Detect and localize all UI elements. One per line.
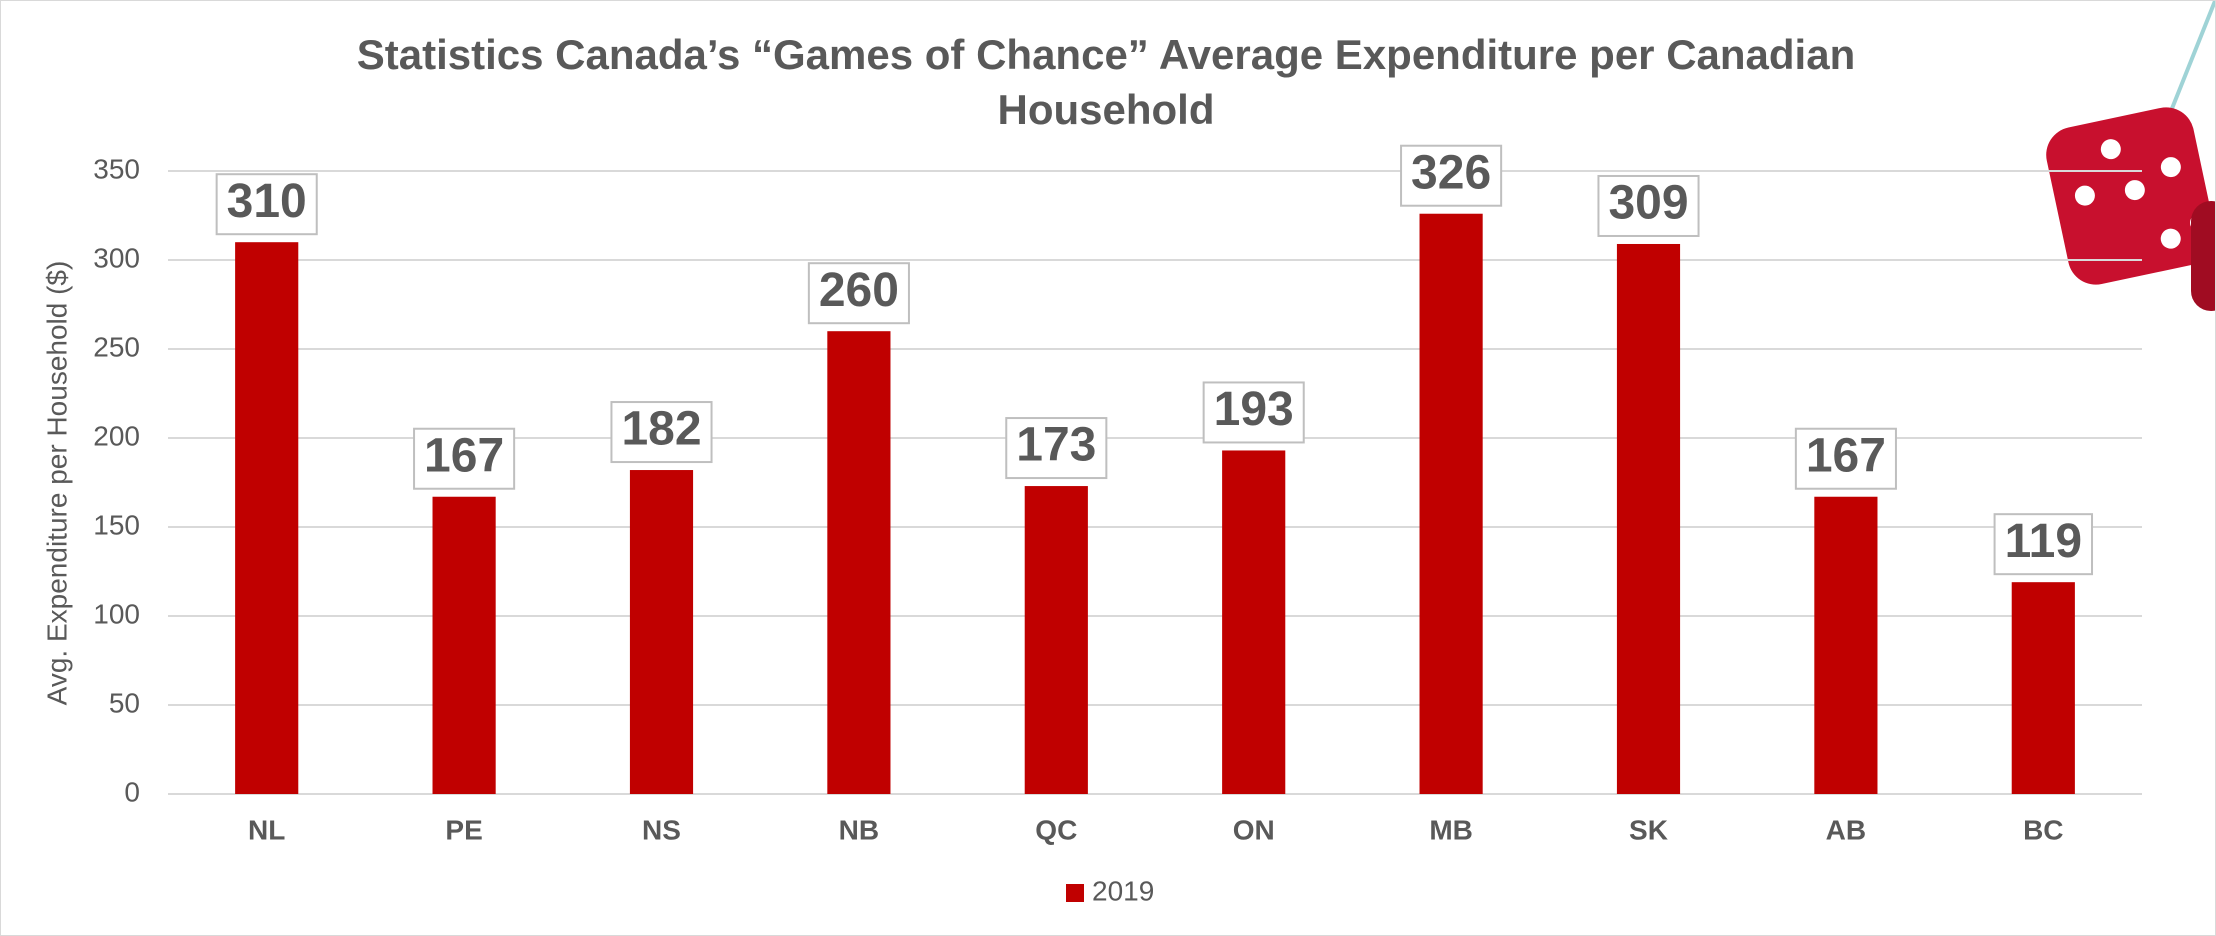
bar	[827, 331, 891, 794]
x-tick-label: NL	[248, 814, 285, 845]
dice-string	[2169, 1, 2215, 112]
x-tick-label: NS	[642, 814, 681, 845]
data-label-box	[1400, 144, 1503, 207]
data-label-box	[1597, 174, 1700, 237]
y-tick-label: 300	[93, 242, 140, 273]
chart-title: Statistics Canada’s “Games of Chance” Av…	[356, 31, 1856, 133]
bar	[235, 242, 299, 794]
data-label-box	[610, 401, 713, 464]
x-tick-label: NB	[839, 814, 879, 845]
data-label-group: 167	[1794, 427, 1897, 490]
bar	[629, 470, 694, 794]
data-label-box	[413, 427, 516, 490]
x-tick-label: MB	[1429, 814, 1473, 845]
data-label: 167	[424, 429, 504, 482]
y-tick-label: 50	[109, 687, 140, 718]
data-label: 260	[819, 264, 899, 317]
y-tick-label: 250	[93, 331, 140, 362]
data-label-group: 310	[215, 173, 318, 236]
data-label-group: 309	[1597, 174, 1700, 237]
y-tick-label: 150	[93, 509, 140, 540]
data-label: 167	[1806, 429, 1886, 482]
data-label: 173	[1016, 419, 1096, 472]
y-tick-label: 350	[93, 153, 140, 184]
data-label-group: 167	[413, 427, 516, 490]
bar	[1814, 496, 1878, 794]
bar	[432, 496, 496, 794]
die-2	[2191, 201, 2215, 311]
y-tick-label: 100	[93, 598, 140, 629]
data-label-box	[807, 262, 910, 325]
data-label-box	[215, 173, 318, 236]
y-axis-label: Avg. Expenditure per Household ($)	[41, 261, 72, 706]
die	[2046, 107, 2215, 285]
data-label-group: 173	[1005, 417, 1108, 480]
legend-label: 2019	[1092, 875, 1154, 906]
bar	[1616, 243, 1681, 795]
data-label: 310	[227, 175, 307, 228]
data-label-box	[1794, 427, 1897, 490]
x-tick-label: ON	[1233, 814, 1275, 845]
bar	[2011, 582, 2075, 794]
data-label: 193	[1214, 383, 1294, 436]
dice-decoration	[2046, 1, 2215, 311]
data-label-group: 193	[1202, 381, 1305, 444]
data-label: 182	[621, 403, 701, 456]
data-label: 309	[1608, 177, 1688, 230]
y-tick-label: 200	[93, 420, 140, 451]
bar	[1222, 450, 1286, 794]
data-label: 326	[1411, 146, 1491, 199]
data-label-box	[1202, 381, 1305, 444]
data-label-group: 119	[1993, 513, 2094, 576]
data-label-group: 326	[1400, 144, 1503, 207]
bar	[1024, 486, 1088, 794]
legend-swatch	[1066, 884, 1084, 902]
x-tick-label: BC	[2023, 814, 2063, 845]
data-label-box	[1005, 417, 1108, 480]
data-label-box	[1993, 513, 2094, 576]
x-tick-label: AB	[1826, 814, 1866, 845]
y-tick-label: 0	[124, 776, 140, 807]
bar	[1419, 213, 1483, 795]
data-label: 119	[2005, 515, 2082, 568]
x-tick-label: SK	[1629, 814, 1668, 845]
data-label-group: 260	[807, 262, 910, 325]
x-tick-label: PE	[445, 814, 482, 845]
x-tick-label: QC	[1035, 814, 1077, 845]
data-label-group: 182	[610, 401, 713, 464]
